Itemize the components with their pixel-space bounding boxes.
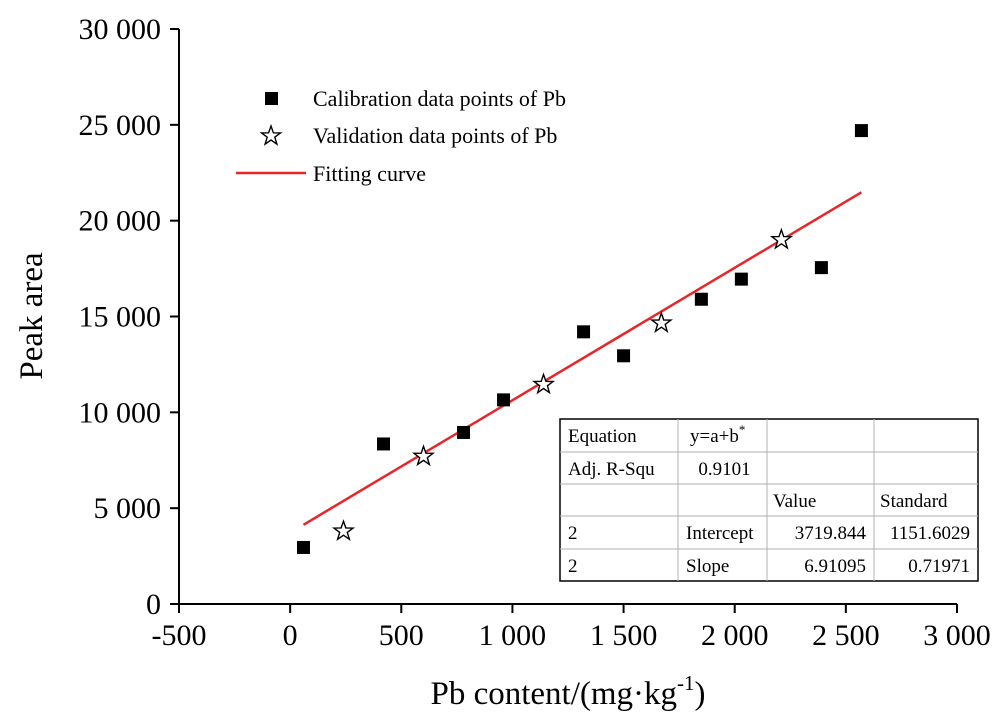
calibration-point [377, 437, 391, 451]
fit-table-cell: y=a+b* [690, 422, 745, 447]
fit-table-cell: 2 [568, 523, 578, 544]
calibration-point [497, 393, 511, 407]
legend-calibration-label: Calibration data points of Pb [313, 86, 566, 111]
y-tick-label: 15 000 [79, 301, 162, 334]
fit-statistics-table: Equation y=a+b* Adj. R-Squ 0.9101 Value Stand… [559, 418, 979, 582]
fit-table-cell: 1151.6029 [890, 523, 970, 544]
x-tick-label: 2 000 [701, 619, 769, 652]
x-ticks: -500 0 500 1 000 1 500 2 000 2 500 3 000 [152, 604, 991, 652]
legend-validation-label: Validation data points of Pb [313, 123, 557, 148]
fit-line-layer [302, 191, 863, 526]
fit-table-cell: 3719.844 [795, 523, 867, 544]
calibration-point [854, 124, 868, 138]
x-tick-label: 3 000 [923, 619, 991, 652]
fitting-curve-line [302, 191, 863, 526]
validation-point [411, 444, 436, 467]
y-tick-label: 0 [146, 588, 161, 621]
fit-table-cell: 6.91095 [804, 556, 866, 577]
fit-table-cell: Adj. R-Squ [568, 459, 655, 480]
calibration-point [617, 349, 631, 363]
calibration-point [296, 540, 310, 554]
fit-table-cell: 0.71971 [908, 556, 970, 577]
fit-table-cell: Equation [568, 426, 637, 447]
legend-validation-marker [259, 123, 283, 146]
fit-table-cell: 2 [568, 556, 578, 577]
y-tick-label: 10 000 [79, 396, 162, 429]
x-tick-label: -500 [152, 619, 207, 652]
validation-point [531, 372, 556, 395]
fit-table-grid [560, 419, 978, 581]
y-ticks: 0 5 000 10 000 15 000 20 000 25 000 30 000 [79, 13, 179, 621]
x-axis-title-tail: ) [695, 676, 706, 712]
x-tick-label: 1 500 [590, 619, 658, 652]
legend: Calibration data points of Pb Validation… [236, 86, 566, 186]
x-axis-title-superscript: -1 [677, 671, 695, 695]
x-tick-label: 2 500 [812, 619, 880, 652]
calibration-point [694, 292, 708, 306]
fit-table-cell: 0.9101 [698, 459, 750, 480]
validation-point [769, 227, 793, 250]
points-layer [296, 124, 868, 554]
fit-table-cell: Slope [686, 556, 729, 577]
calibration-point [577, 325, 591, 339]
validation-point [331, 519, 356, 542]
validation-point [649, 311, 673, 334]
x-tick-label: 0 [283, 619, 298, 652]
fit-table-cell: Standard [880, 491, 948, 512]
fit-table-cell: Value [773, 491, 816, 512]
x-tick-label: 500 [379, 619, 424, 652]
x-tick-label: 1 000 [479, 619, 547, 652]
legend-fitting-label: Fitting curve [313, 161, 426, 186]
calibration-point [814, 261, 828, 275]
y-tick-label: 20 000 [79, 205, 162, 238]
fit-table-equation-superscript: * [739, 422, 746, 437]
x-axis-title: Pb content/(mg·kg-1) [430, 671, 705, 712]
y-tick-label: 25 000 [79, 109, 162, 142]
y-axis-title: Peak area [14, 252, 50, 380]
x-axis-title-main: Pb content/(mg·kg [430, 676, 677, 712]
fit-table-border [559, 418, 979, 582]
calibration-point [457, 425, 471, 439]
legend-calibration-marker [265, 92, 278, 105]
fit-table-cells: Equation y=a+b* Adj. R-Squ 0.9101 Value Stand… [568, 422, 970, 577]
y-tick-label: 5 000 [94, 492, 162, 525]
fit-table-cell: Intercept [686, 523, 754, 544]
calibration-point [734, 272, 748, 286]
y-tick-label: 30 000 [79, 13, 162, 46]
